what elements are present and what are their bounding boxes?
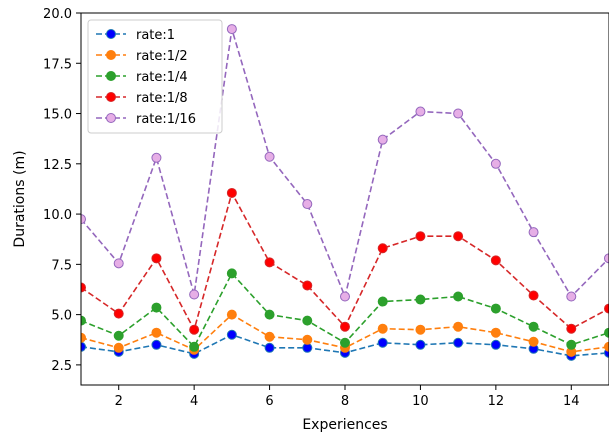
data-point <box>605 304 609 313</box>
data-point <box>529 228 538 237</box>
data-point <box>114 343 123 352</box>
data-point <box>114 331 123 340</box>
data-point <box>227 310 236 319</box>
data-point <box>265 310 274 319</box>
x-tick-label: 12 <box>488 394 505 409</box>
data-point <box>152 254 161 263</box>
data-point <box>341 292 350 301</box>
data-point <box>454 232 463 241</box>
data-point <box>227 269 236 278</box>
data-point <box>378 244 387 253</box>
data-point <box>529 337 538 346</box>
legend-marker <box>107 93 116 102</box>
data-point <box>491 340 500 349</box>
data-point <box>378 297 387 306</box>
data-point <box>227 188 236 197</box>
data-point <box>303 281 312 290</box>
data-point <box>416 107 425 116</box>
y-tick-label: 10.0 <box>43 208 72 223</box>
data-point <box>152 328 161 337</box>
legend-label: rate:1/4 <box>136 70 188 85</box>
data-point <box>265 258 274 267</box>
data-point <box>416 295 425 304</box>
data-point <box>303 200 312 209</box>
data-point <box>265 332 274 341</box>
data-point <box>227 330 236 339</box>
y-tick-label: 17.5 <box>43 57 72 72</box>
legend-label: rate:1 <box>136 28 175 43</box>
data-point <box>152 153 161 162</box>
y-tick-label: 15.0 <box>43 108 72 123</box>
data-point <box>416 340 425 349</box>
legend-marker <box>107 30 116 39</box>
x-tick-label: 10 <box>412 394 429 409</box>
data-point <box>265 152 274 161</box>
data-point <box>341 338 350 347</box>
legend-label: rate:1/2 <box>136 49 188 64</box>
data-point <box>152 303 161 312</box>
legend-label: rate:1/16 <box>136 112 196 127</box>
data-point <box>416 232 425 241</box>
data-point <box>190 290 199 299</box>
data-point <box>265 343 274 352</box>
data-point <box>303 335 312 344</box>
x-tick-label: 6 <box>265 394 273 409</box>
legend-label: rate:1/8 <box>136 91 188 106</box>
data-point <box>567 340 576 349</box>
x-tick-label: 14 <box>563 394 580 409</box>
y-axis-label: Durations (m) <box>12 150 28 247</box>
y-tick-label: 12.5 <box>43 158 72 173</box>
legend: rate:1 rate:1/2 rate:1/4 rate:1/8 rate:1/16 <box>88 20 222 133</box>
data-point <box>491 304 500 313</box>
data-point <box>114 309 123 318</box>
data-point <box>454 292 463 301</box>
x-tick-label: 2 <box>115 394 123 409</box>
x-tick-label: 4 <box>190 394 198 409</box>
data-point <box>378 324 387 333</box>
legend-marker <box>107 72 116 81</box>
legend-marker <box>107 51 116 60</box>
data-point <box>454 109 463 118</box>
data-point <box>567 292 576 301</box>
data-point <box>529 291 538 300</box>
data-point <box>605 328 609 337</box>
data-point <box>454 338 463 347</box>
data-point <box>605 342 609 351</box>
data-point <box>454 322 463 331</box>
data-point <box>491 256 500 265</box>
data-point <box>378 135 387 144</box>
x-axis-label: Experiences <box>302 417 387 433</box>
data-point <box>303 316 312 325</box>
data-point <box>529 322 538 331</box>
data-point <box>567 324 576 333</box>
y-tick-label: 7.5 <box>51 258 72 273</box>
data-point <box>341 322 350 331</box>
series-3 <box>77 269 609 351</box>
data-point <box>152 340 161 349</box>
data-point <box>114 259 123 268</box>
data-point <box>491 159 500 168</box>
legend-marker <box>107 114 116 123</box>
data-point <box>416 325 425 334</box>
data-point <box>227 25 236 34</box>
data-point <box>605 254 609 263</box>
x-tick-label: 8 <box>341 394 349 409</box>
data-point <box>190 325 199 334</box>
data-point <box>190 342 199 351</box>
data-point <box>378 338 387 347</box>
data-point <box>491 328 500 337</box>
y-tick-label: 2.5 <box>51 359 72 374</box>
y-tick-label: 5.0 <box>51 309 72 324</box>
y-tick-label: 20.0 <box>43 7 72 22</box>
